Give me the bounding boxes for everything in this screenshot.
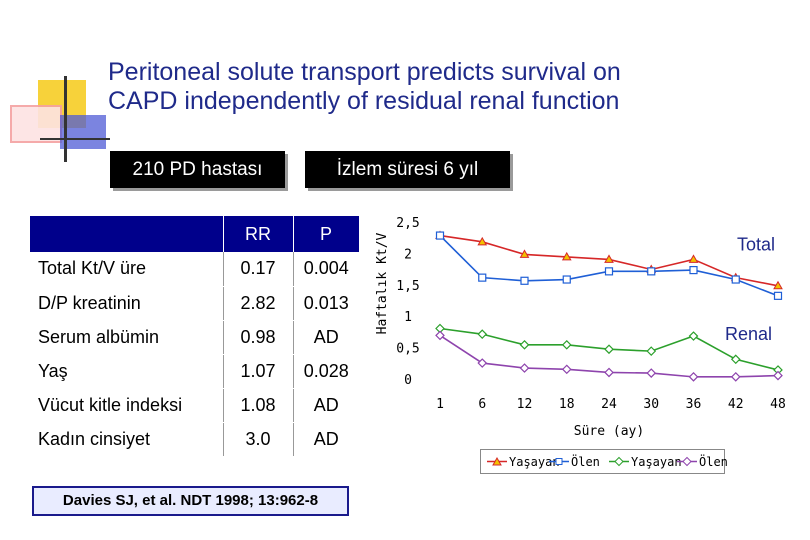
table-row: Kadın cinsiyet 3.0 AD	[30, 422, 359, 457]
citation-box: Davies SJ, et al. NDT 1998; 13:962-8	[32, 486, 349, 516]
data-point-s1	[647, 267, 656, 276]
table-row: Vücut kitle indeksi 1.08 AD	[30, 388, 359, 423]
x-tick-label: 48	[770, 397, 786, 412]
data-point-s3	[646, 368, 657, 378]
row-p: 0.013	[293, 286, 359, 321]
chart-legend: Yaşayan Ölen Yaşayan Ölen	[480, 449, 728, 474]
y-tick-label: 1,5	[396, 279, 419, 294]
slide-title: Peritoneal solute transport predicts sur…	[108, 58, 788, 116]
row-rr: 1.08	[223, 388, 294, 423]
logo-red-square	[10, 105, 62, 143]
x-tick-label: 30	[643, 397, 659, 412]
row-p: AD	[293, 320, 359, 355]
followup-banner: İzlem süresi 6 yıl	[305, 151, 510, 188]
y-tick-label: 2,5	[396, 216, 419, 231]
x-tick-label: 18	[559, 397, 575, 412]
row-name: Total Kt/V üre	[30, 252, 224, 287]
legend-swatch-icon	[487, 456, 507, 466]
row-p: 0.028	[293, 354, 359, 389]
data-point-s3	[604, 367, 614, 378]
legend-swatch-icon	[549, 458, 569, 465]
patients-banner: 210 PD hastası	[110, 151, 285, 188]
header-cell-name	[30, 216, 224, 252]
data-point-s3	[435, 330, 445, 341]
data-point-s1	[731, 275, 740, 284]
row-name: D/P kreatinin	[30, 286, 224, 321]
data-point-s3	[773, 370, 783, 381]
data-point-s0	[773, 280, 783, 290]
row-rr: 2.82	[223, 286, 294, 321]
header-cell-p: P	[293, 216, 360, 252]
legend-label: Yaşayan	[509, 455, 560, 469]
total-annotation: Total	[737, 235, 775, 255]
x-tick-label: 1	[436, 397, 444, 412]
data-point-s1	[562, 275, 571, 284]
logo-horizontal-line	[40, 138, 110, 140]
data-point-s2	[561, 339, 572, 350]
data-point-s1	[689, 265, 698, 275]
data-point-s0	[519, 249, 530, 258]
data-point-s2	[730, 354, 741, 365]
row-rr: 3.0	[223, 422, 294, 457]
y-axis-title: Haftalık Kt/V	[375, 232, 390, 334]
data-point-s3	[519, 363, 530, 373]
header-cell-rr: RR	[223, 216, 294, 252]
data-point-s1	[773, 291, 783, 300]
x-tick-label: 12	[517, 397, 533, 412]
row-name: Yaş	[30, 354, 224, 389]
data-point-s0	[477, 236, 488, 246]
results-table: RR P Total Kt/V üre 0.17 0.004 D/P kreat…	[30, 216, 360, 457]
x-axis-title: Süre (ay)	[574, 424, 644, 439]
row-rr: 0.17	[223, 252, 294, 287]
table-header-row: RR P	[30, 216, 360, 252]
data-point-s0	[561, 251, 572, 261]
table-row: Serum albümin 0.98 AD	[30, 320, 359, 355]
row-p: 0.004	[293, 252, 359, 287]
legend-label: Yaşayan	[631, 455, 682, 469]
data-point-s1	[478, 273, 487, 282]
data-point-s3	[477, 358, 488, 368]
row-p: AD	[293, 388, 359, 423]
legend-label: Ölen	[571, 455, 600, 469]
data-point-s1	[520, 276, 529, 285]
logo-blue-square	[60, 115, 106, 149]
data-point-s2	[688, 331, 699, 341]
x-tick-label: 6	[478, 397, 486, 412]
y-tick-label: 1	[404, 310, 412, 325]
data-point-s2	[646, 346, 657, 356]
table-row: D/P kreatinin 2.82 0.013	[30, 286, 359, 321]
row-rr: 0.98	[223, 320, 294, 355]
data-point-s3	[688, 372, 699, 382]
y-tick-label: 0	[404, 373, 412, 388]
row-name: Vücut kitle indeksi	[30, 388, 224, 423]
x-tick-label: 24	[601, 397, 617, 412]
data-point-s2	[477, 329, 488, 340]
y-tick-label: 0,5	[396, 342, 419, 357]
legend-swatch-icon	[677, 456, 697, 467]
data-point-s3	[561, 364, 572, 375]
data-point-s1	[435, 231, 445, 240]
row-name: Serum albümin	[30, 320, 224, 355]
row-rr: 1.07	[223, 354, 294, 389]
table-row: Total Kt/V üre 0.17 0.004	[30, 252, 359, 287]
title-line-2: CAPD independently of residual renal fun…	[108, 87, 620, 115]
x-tick-label: 36	[686, 397, 702, 412]
data-point-s0	[688, 254, 699, 263]
table-row: Yaş 1.07 0.028	[30, 354, 359, 389]
logo-vertical-line	[64, 76, 67, 162]
data-point-s0	[604, 254, 614, 263]
legend-swatch-icon	[609, 456, 629, 467]
title-line-1: Peritoneal solute transport predicts sur…	[108, 58, 621, 86]
data-point-s2	[519, 339, 530, 350]
data-point-s2	[604, 344, 614, 355]
ktv-line-chart: Haftalık Kt/V 0 0,5 1 1,5 2 2,5 1 6 12 18 24 30 36 42 4…	[375, 216, 786, 439]
renal-annotation: Renal	[725, 324, 772, 344]
x-tick-label: 42	[728, 397, 744, 412]
y-tick-label: 2	[404, 247, 412, 262]
legend-label: Ölen	[699, 455, 728, 469]
row-p: AD	[293, 422, 359, 457]
row-name: Kadın cinsiyet	[30, 422, 224, 457]
data-point-s3	[730, 372, 741, 382]
data-point-s1	[604, 267, 614, 276]
